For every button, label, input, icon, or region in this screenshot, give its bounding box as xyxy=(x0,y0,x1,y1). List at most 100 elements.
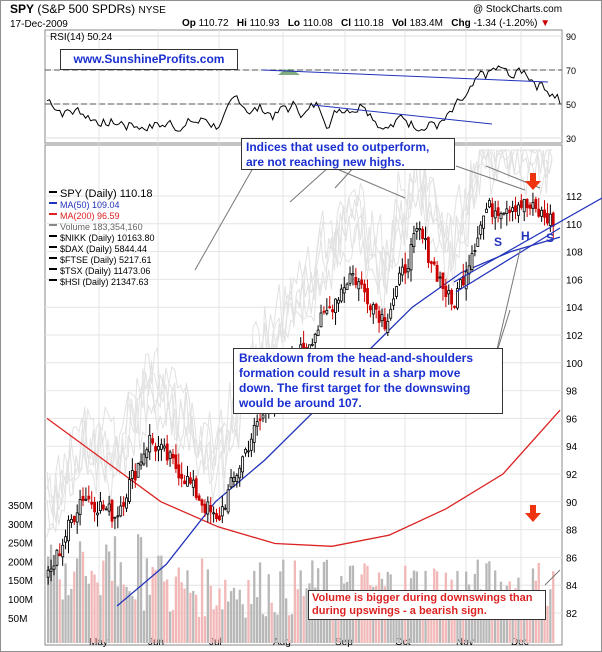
volume-bar xyxy=(221,609,224,643)
vol-label: Vol xyxy=(391,18,407,29)
volume-bar xyxy=(148,594,151,643)
volume-bar xyxy=(546,605,549,643)
neckline-upper xyxy=(453,197,602,283)
volume-bar xyxy=(87,583,90,643)
volume-bar xyxy=(122,584,125,643)
volume-axis: 350M 300M 250M 200M 150M 100M 50M xyxy=(8,501,33,625)
candle-body xyxy=(508,209,512,213)
candle-body xyxy=(464,271,468,290)
month-tick-label: Dec xyxy=(511,637,529,648)
candle-body xyxy=(84,498,88,501)
candle-body xyxy=(310,343,314,346)
volume-bar xyxy=(93,574,96,643)
candle-body xyxy=(122,502,126,507)
volume-bar xyxy=(258,562,262,643)
price-tick-label: 84 xyxy=(566,581,578,592)
price-axis: 82 84 86 88 90 92 94 96 98 100 102 104 106 108 110 112 xyxy=(566,192,583,620)
volume-bar xyxy=(273,612,276,643)
volume-bar xyxy=(270,602,273,643)
volume-bar xyxy=(395,617,398,643)
rsi-tick-label: 70 xyxy=(566,66,576,76)
volume-bar xyxy=(139,537,143,643)
volume-tick-label: 150M xyxy=(8,576,33,587)
volume-bar xyxy=(241,604,244,643)
volume-bar xyxy=(502,615,506,643)
high-value: 110.93 xyxy=(249,18,280,29)
volume-tick-label: 250M xyxy=(8,539,33,550)
candle-body xyxy=(49,568,53,572)
breakdown-annotation: Breakdown from the head-and-shoulders fo… xyxy=(233,348,503,414)
candle-body xyxy=(377,310,381,323)
volume-bar xyxy=(128,591,131,643)
candle-body xyxy=(316,329,320,336)
volume-bar xyxy=(398,608,401,643)
candle-body xyxy=(392,298,396,306)
rsi-trendline-upper xyxy=(261,69,549,83)
volume-bar xyxy=(293,560,297,643)
volume-bar xyxy=(105,544,108,643)
legend-swatch xyxy=(49,235,57,237)
volume-bar xyxy=(209,585,212,643)
volume-bar xyxy=(142,610,146,643)
price-tick-label: 100 xyxy=(566,359,583,370)
candle-body xyxy=(58,553,62,557)
candle-body xyxy=(52,565,56,570)
chg-label: Chg xyxy=(451,18,471,29)
volume-bar xyxy=(401,607,404,643)
candle-body xyxy=(171,453,175,459)
volume-bar xyxy=(192,590,195,643)
volume-bar xyxy=(134,599,137,643)
month-tick-label: Jul xyxy=(209,637,222,648)
candle-body xyxy=(424,238,427,241)
candle-body xyxy=(325,310,329,314)
exchange: NYSE xyxy=(138,5,166,16)
candle-body xyxy=(186,475,189,487)
legend-swatch xyxy=(49,202,57,204)
legend-entry: SPY (Daily) 110.18 xyxy=(60,188,153,200)
volume-bar xyxy=(168,611,172,643)
overlay-index-line xyxy=(46,148,553,522)
candle-body xyxy=(502,212,506,215)
volume-bar xyxy=(108,551,111,643)
volume-bar xyxy=(392,601,395,643)
volume-bar xyxy=(253,570,256,643)
candle-body xyxy=(511,207,515,212)
candle-body xyxy=(70,519,73,524)
price-tick-label: 86 xyxy=(566,553,578,564)
legend-entry: $HSI (Daily) 21347.63 xyxy=(60,277,149,287)
candle-body xyxy=(548,213,552,226)
candle-body xyxy=(334,298,337,314)
candle-body xyxy=(319,312,323,328)
candle-body xyxy=(546,212,549,224)
volume-bar xyxy=(52,566,56,643)
candle-body xyxy=(194,478,198,499)
candle-body xyxy=(322,310,326,313)
volume-bar xyxy=(247,580,250,643)
low-label: Lo xyxy=(287,18,301,29)
legend-swatch xyxy=(49,246,57,248)
candle-body xyxy=(252,424,256,443)
candle-body xyxy=(450,289,454,305)
candle-body xyxy=(55,549,59,566)
volume-bar xyxy=(520,602,523,643)
candle-body xyxy=(415,228,419,232)
volume-bar xyxy=(462,610,465,643)
rsi-line xyxy=(46,65,561,132)
website-box[interactable]: www.SunshineProfits.com xyxy=(60,49,238,70)
volume-bar xyxy=(99,595,102,643)
volume-bar xyxy=(47,556,50,643)
candle-body xyxy=(206,501,210,515)
candle-body xyxy=(476,237,480,247)
volume-bar xyxy=(160,555,163,643)
volume-annotation: Volume is bigger during downswings than … xyxy=(308,590,546,620)
volume-bar xyxy=(58,579,61,643)
volume-tick-label: 50M xyxy=(8,614,27,625)
candle-body xyxy=(78,499,82,516)
volume-bar xyxy=(264,616,268,643)
legend-swatch xyxy=(49,257,57,259)
volume-bar xyxy=(227,601,230,643)
candle-body xyxy=(209,504,213,513)
candle-body xyxy=(90,501,94,505)
volume-bar xyxy=(279,571,282,643)
